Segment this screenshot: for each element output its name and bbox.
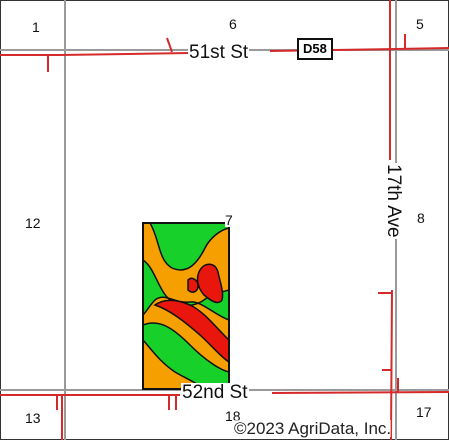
field-boundary[interactable] [142, 222, 230, 390]
zone-red [153, 299, 229, 363]
section-number: 8 [417, 210, 425, 226]
zone-green [143, 259, 229, 321]
section-number: 6 [229, 16, 237, 32]
zone-red [196, 263, 224, 304]
section-number: 13 [25, 410, 41, 426]
copyright-notice: ©2023 AgriData, Inc. [234, 419, 392, 438]
road-17th-ave [378, 0, 393, 440]
section-number: 1 [32, 19, 40, 35]
road-label-52nd-st: 52nd St [181, 382, 249, 403]
road-label-51st-st: 51st St [188, 42, 250, 63]
section-number: 5 [416, 16, 424, 32]
zone-green [149, 223, 229, 271]
road-52nd-st [0, 378, 449, 440]
section-number: 7 [225, 212, 233, 228]
section-number: 17 [416, 404, 432, 420]
road-label-17th-ave: 17th Ave [383, 163, 404, 239]
zone-red [187, 277, 199, 293]
highway-shield: D58 [297, 38, 333, 60]
section-number: 12 [25, 215, 41, 231]
section-number: 18 [225, 408, 241, 424]
